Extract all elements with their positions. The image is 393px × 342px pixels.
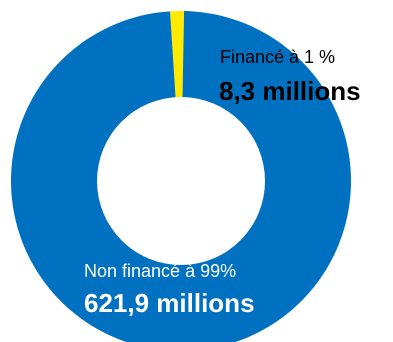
financed-slice-value: 8,3 millions — [219, 76, 361, 106]
donut-hole — [97, 97, 265, 265]
unfinanced-slice-label: Non financé à 99% — [84, 261, 237, 281]
unfinanced-slice — [11, 11, 351, 342]
unfinanced-slice-value: 621,9 millions — [84, 288, 255, 318]
financed-slice-label: Financé à 1 % — [220, 47, 336, 67]
